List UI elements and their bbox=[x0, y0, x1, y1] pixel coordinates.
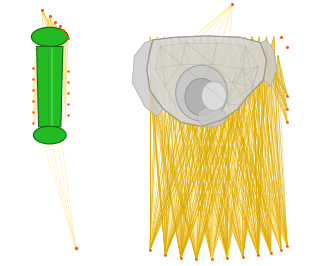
Polygon shape bbox=[132, 40, 163, 117]
Ellipse shape bbox=[185, 78, 218, 116]
Ellipse shape bbox=[31, 27, 68, 46]
Ellipse shape bbox=[197, 107, 226, 127]
Ellipse shape bbox=[176, 65, 227, 121]
Polygon shape bbox=[147, 36, 267, 126]
Polygon shape bbox=[260, 40, 277, 86]
Ellipse shape bbox=[33, 126, 66, 144]
Polygon shape bbox=[37, 46, 63, 127]
Ellipse shape bbox=[202, 81, 226, 110]
